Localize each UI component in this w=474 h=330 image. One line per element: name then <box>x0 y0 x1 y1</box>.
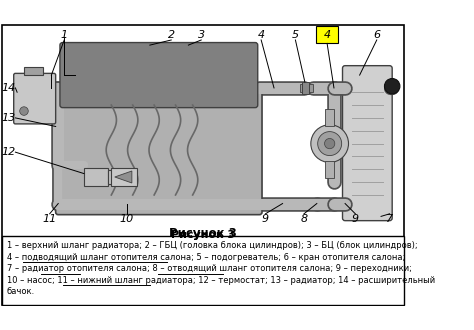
FancyBboxPatch shape <box>60 43 258 108</box>
Text: 6: 6 <box>373 30 380 40</box>
Text: 5: 5 <box>292 30 299 40</box>
Text: 10: 10 <box>119 214 134 224</box>
Circle shape <box>20 107 28 115</box>
Text: 11: 11 <box>43 214 57 224</box>
Bar <box>316 26 338 44</box>
Bar <box>325 161 334 178</box>
Bar <box>325 109 334 126</box>
FancyBboxPatch shape <box>14 73 55 124</box>
Bar <box>84 168 108 186</box>
Text: 1: 1 <box>61 30 68 40</box>
Text: 13: 13 <box>1 113 16 123</box>
Bar <box>2 236 404 305</box>
Bar <box>24 67 43 75</box>
Text: 2: 2 <box>168 30 175 40</box>
Text: 7: 7 <box>386 214 393 224</box>
Text: 10 – насос; 11 – нижний шланг радиатора; 12 – термостат; 13 – радиатор; 14 – рас: 10 – насос; 11 – нижний шланг радиатора;… <box>7 276 435 285</box>
Circle shape <box>311 125 348 162</box>
Text: 7 – радиатор отопителя салона; 8 – отводящий шланг отопителя салона; 9 – переход: 7 – радиатор отопителя салона; 8 – отвод… <box>7 264 412 273</box>
Text: 4: 4 <box>257 30 265 40</box>
Text: 4: 4 <box>324 30 331 40</box>
Bar <box>108 170 118 184</box>
Text: Рисунок 3: Рисунок 3 <box>171 230 235 240</box>
Text: 14: 14 <box>1 83 16 93</box>
Circle shape <box>384 79 400 94</box>
Circle shape <box>318 132 342 155</box>
Text: 9: 9 <box>352 214 359 224</box>
Text: 1 – верхний шланг радиатора; 2 – ГБЦ (головка блока цилиндров); 3 – БЦ (блок цил: 1 – верхний шланг радиатора; 2 – ГБЦ (го… <box>7 241 418 250</box>
FancyBboxPatch shape <box>55 90 262 214</box>
Text: 9: 9 <box>262 214 269 224</box>
Bar <box>302 82 309 94</box>
Text: 12: 12 <box>1 147 16 157</box>
Bar <box>300 83 312 92</box>
Text: 3: 3 <box>198 30 205 40</box>
Bar <box>111 168 137 186</box>
Circle shape <box>325 139 335 149</box>
Polygon shape <box>115 171 132 183</box>
Text: 8: 8 <box>301 214 308 224</box>
Text: 4 – подводящий шланг отопителя салона; 5 – подогреватель; 6 – кран отопителя сал: 4 – подводящий шланг отопителя салона; 5… <box>7 253 405 262</box>
Text: бачок.: бачок. <box>7 287 35 296</box>
Text: Рисунок 3: Рисунок 3 <box>169 227 237 240</box>
FancyBboxPatch shape <box>343 66 392 221</box>
